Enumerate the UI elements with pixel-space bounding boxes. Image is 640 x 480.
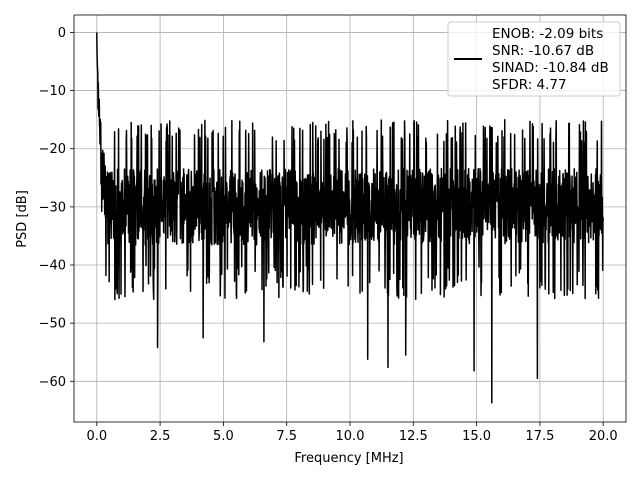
psd-series-line: [96, 32, 604, 404]
y-tick-label: −40: [39, 259, 66, 274]
x-tick-label: 2.5: [150, 429, 171, 444]
y-tick-label: −50: [39, 317, 66, 332]
legend-sfdr: SFDR: 4.77: [492, 77, 567, 93]
y-axis-ticks: 0 −10 −20 −30 −40 −50 −60: [39, 26, 74, 390]
x-tick-label: 5.0: [213, 429, 234, 444]
y-tick-label: −10: [39, 84, 66, 99]
y-tick-label: −30: [39, 200, 66, 215]
x-axis-ticks: 0.0 2.5 5.0 7.5 10.0 12.5 15.0 17.5 20.0: [86, 422, 618, 444]
x-tick-label: 10.0: [336, 429, 365, 444]
x-tick-label: 15.0: [462, 429, 491, 444]
legend-sinad: SINAD: -10.84 dB: [492, 60, 609, 76]
x-tick-label: 17.5: [525, 429, 554, 444]
y-axis-label: PSD [dB]: [15, 190, 30, 248]
x-tick-label: 0.0: [86, 429, 107, 444]
legend-snr: SNR: -10.67 dB: [492, 43, 594, 59]
legend-box: [447, 21, 621, 97]
y-tick-label: 0: [58, 26, 66, 41]
legend: ENOB: -2.09 bits SNR: -10.67 dB SINAD: -…: [447, 21, 621, 97]
x-tick-label: 12.5: [399, 429, 428, 444]
y-tick-label: −60: [39, 375, 66, 390]
legend-enob: ENOB: -2.09 bits: [492, 26, 603, 42]
x-tick-label: 20.0: [589, 429, 618, 444]
y-tick-label: −20: [39, 142, 66, 157]
x-axis-label: Frequency [MHz]: [294, 451, 403, 466]
x-tick-label: 7.5: [276, 429, 297, 444]
